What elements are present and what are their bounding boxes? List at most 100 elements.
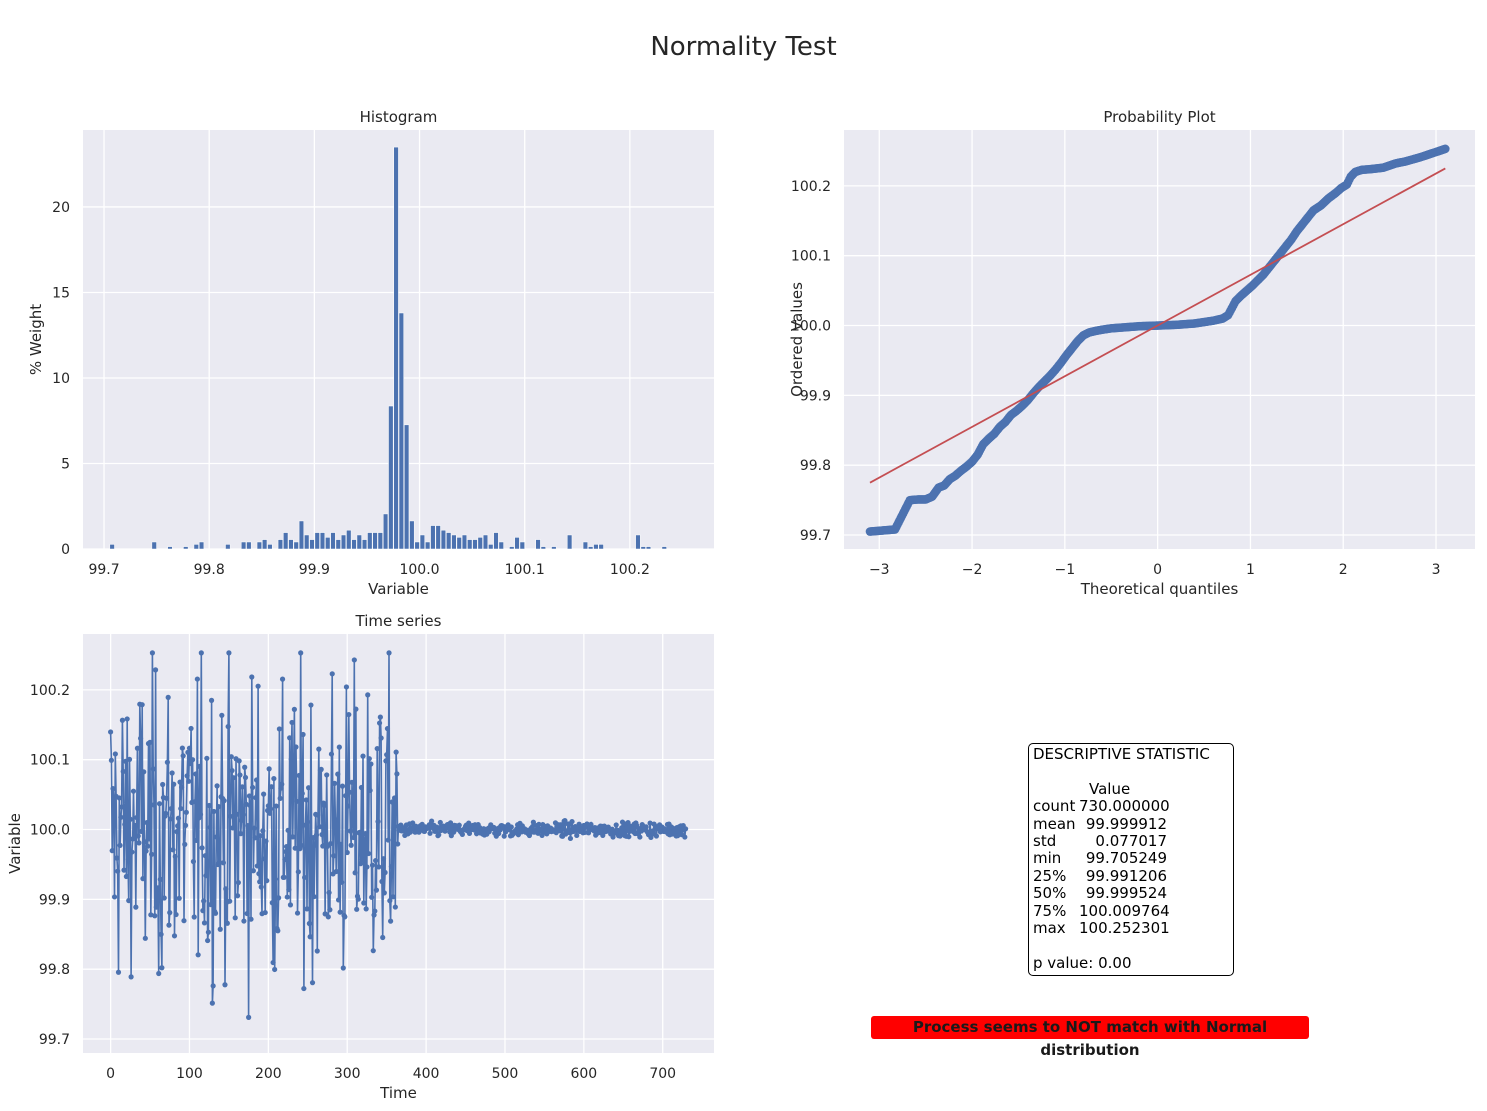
series-point xyxy=(201,898,207,904)
x-tick-label: 0 xyxy=(1153,562,1162,578)
histogram-bar xyxy=(351,539,357,550)
y-tick-label: 5 xyxy=(61,456,70,472)
histogram-bar xyxy=(414,541,420,550)
series-point xyxy=(223,886,229,892)
x-axis-label: Variable xyxy=(368,580,429,598)
histogram-bar xyxy=(488,544,494,550)
series-point xyxy=(142,935,148,941)
histogram-bar xyxy=(467,539,473,550)
series-point xyxy=(263,838,269,844)
series-point xyxy=(220,860,226,866)
series-point xyxy=(167,816,174,822)
series-point xyxy=(349,779,355,785)
series-point xyxy=(281,874,287,880)
series-point xyxy=(231,775,237,781)
y-tick-label: 99.9 xyxy=(800,388,831,404)
x-tick-label: 1 xyxy=(1246,562,1255,578)
series-point xyxy=(331,853,337,859)
series-point xyxy=(158,931,164,937)
series-point xyxy=(195,952,201,958)
histogram-bar xyxy=(598,544,604,550)
y-tick-label: 100.2 xyxy=(30,683,70,699)
series-point xyxy=(294,798,300,804)
series-point xyxy=(146,836,152,842)
series-point xyxy=(177,779,183,785)
series-point xyxy=(347,828,353,834)
series-point xyxy=(279,676,286,682)
histogram-bar xyxy=(198,541,205,550)
series-point xyxy=(205,937,211,944)
series-point xyxy=(288,756,294,762)
series-point xyxy=(348,842,354,848)
series-point xyxy=(268,784,275,790)
series-point xyxy=(305,785,312,791)
series-point xyxy=(343,684,350,690)
series-point xyxy=(365,692,371,698)
series-point xyxy=(368,761,374,767)
series-point xyxy=(226,650,232,656)
series-point xyxy=(357,829,363,835)
series-point xyxy=(137,735,144,741)
series-point xyxy=(329,671,335,677)
series-point xyxy=(128,974,134,980)
series-point xyxy=(306,920,312,927)
series-point xyxy=(193,837,200,844)
series-point xyxy=(126,756,133,763)
series-point xyxy=(337,909,343,915)
series-point xyxy=(227,898,233,904)
series-point xyxy=(436,832,442,838)
series-point xyxy=(254,863,260,869)
series-point xyxy=(135,833,141,839)
series-point xyxy=(333,868,339,875)
histogram-bar xyxy=(367,532,373,550)
series-point xyxy=(303,797,309,803)
series-point xyxy=(230,825,236,831)
histogram-bar xyxy=(193,544,199,550)
series-point xyxy=(238,831,244,837)
histogram-bar xyxy=(593,544,599,550)
series-point xyxy=(109,848,115,854)
series-point xyxy=(393,749,399,755)
series-point xyxy=(459,831,465,837)
series-point xyxy=(278,785,284,791)
series-point xyxy=(336,744,342,750)
series-point xyxy=(385,837,391,843)
series-point xyxy=(167,910,173,916)
series-point xyxy=(169,770,175,776)
series-point xyxy=(138,828,144,834)
series-point xyxy=(149,650,156,656)
histogram-bar xyxy=(314,532,320,550)
histogram-bar xyxy=(635,534,641,550)
series-point xyxy=(429,818,435,824)
x-tick-label: 100 xyxy=(176,1066,203,1082)
series-point xyxy=(315,812,321,818)
series-point xyxy=(264,878,270,884)
series-point xyxy=(204,755,210,761)
x-tick-label: 99.9 xyxy=(299,562,330,578)
series-point xyxy=(206,802,212,809)
series-point xyxy=(139,702,145,708)
series-point xyxy=(345,803,351,809)
stats-title: DESCRIPTIVE STATISTIC xyxy=(1033,745,1210,763)
series-point xyxy=(132,822,138,829)
series-point xyxy=(344,849,350,856)
histogram-bar xyxy=(540,546,546,550)
y-axis-label: Ordered Values xyxy=(788,282,806,397)
y-axis-label: Variable xyxy=(6,813,24,874)
histogram-bar xyxy=(477,537,483,550)
series-point xyxy=(302,874,308,881)
series-point xyxy=(127,816,133,822)
series-point xyxy=(168,805,174,812)
series-point xyxy=(643,824,649,830)
series-point xyxy=(251,825,257,831)
series-point xyxy=(242,764,248,770)
series-point xyxy=(186,778,192,784)
series-point xyxy=(324,772,330,778)
histogram-bar xyxy=(283,532,289,550)
y-tick-label: 15 xyxy=(52,285,70,301)
x-tick-label: 700 xyxy=(649,1066,676,1082)
series-point xyxy=(374,745,380,752)
x-tick-label: 500 xyxy=(492,1066,519,1082)
histogram-bar xyxy=(430,525,436,550)
series-point xyxy=(245,823,251,829)
